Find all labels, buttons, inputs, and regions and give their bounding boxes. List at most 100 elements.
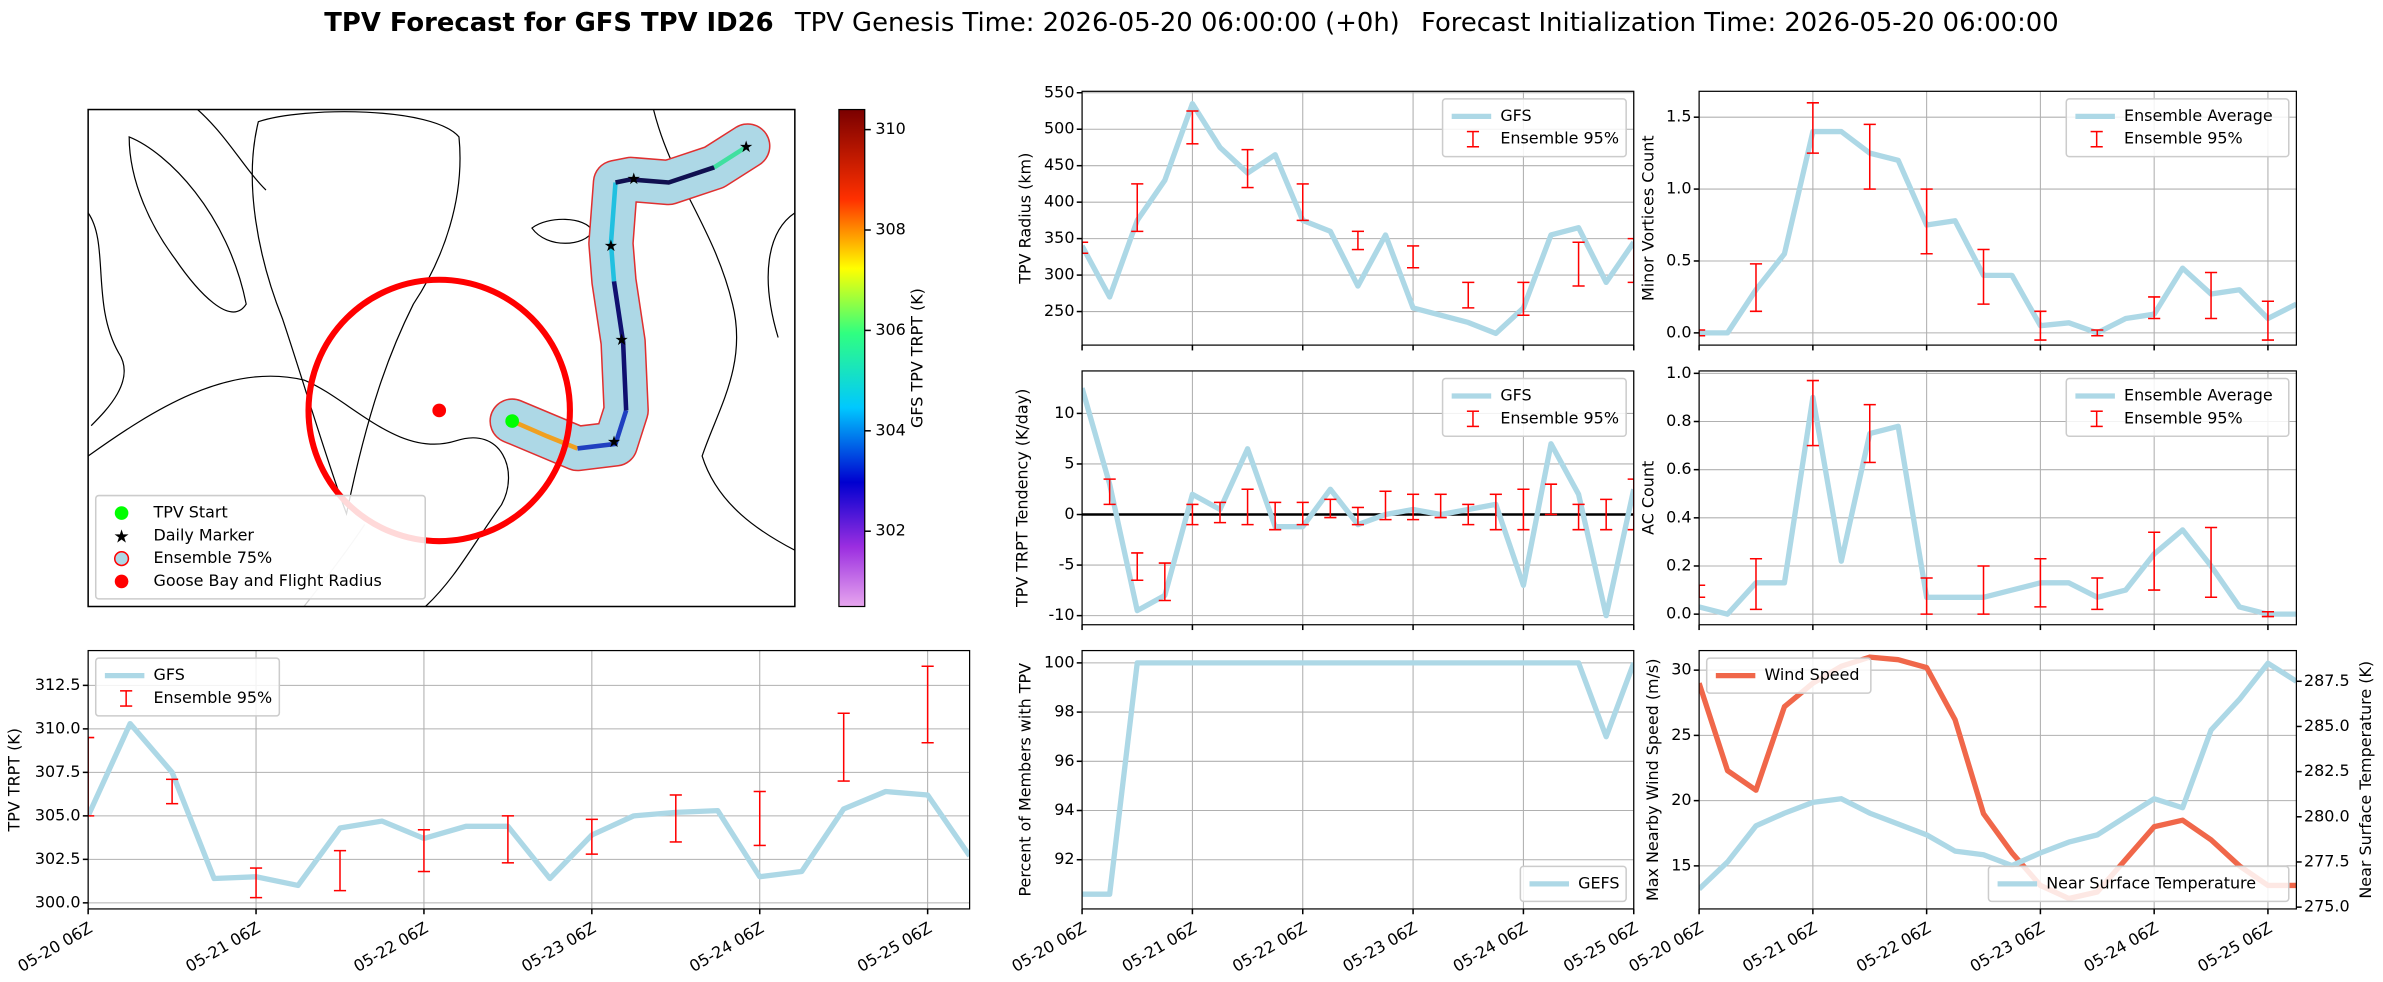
line bbox=[88, 720, 970, 889]
error-bar bbox=[1699, 329, 1706, 337]
svg-text:★: ★ bbox=[607, 432, 621, 451]
line bbox=[1699, 660, 2297, 891]
line bbox=[1699, 654, 2297, 902]
plot-area bbox=[1699, 654, 2297, 902]
error-bar bbox=[1186, 503, 1199, 526]
x-tick-label: 05-25 06Z bbox=[2194, 918, 2275, 976]
error-bar bbox=[417, 829, 431, 873]
error-bar bbox=[1572, 241, 1585, 287]
x-tick-label: 05-22 06Z bbox=[350, 918, 431, 976]
y-tick-label: 550 bbox=[1044, 82, 1074, 101]
error-bar bbox=[1749, 263, 1763, 313]
y-axis-label: TPV Radius (km) bbox=[1015, 153, 1034, 285]
error-bar bbox=[1977, 565, 1990, 615]
y-tick-label: 400 bbox=[1044, 192, 1074, 211]
svg-text:★: ★ bbox=[604, 236, 618, 255]
legend-box bbox=[1519, 865, 1627, 903]
error-bar bbox=[1131, 552, 1144, 582]
error-bar bbox=[2204, 526, 2218, 599]
error-bar bbox=[2261, 610, 2275, 618]
y-tick-label: 100 bbox=[1044, 652, 1074, 671]
y-tick-label: 0.2 bbox=[1666, 555, 1691, 574]
error-bar bbox=[669, 794, 682, 843]
y2-tick-label: 285.0 bbox=[2304, 716, 2350, 735]
y-tick-label: 0.0 bbox=[1666, 322, 1691, 341]
error-bar bbox=[1324, 498, 1337, 519]
axes-frame bbox=[1081, 370, 1635, 626]
legend-label: TPV Start bbox=[152, 503, 227, 522]
legend-label: Daily Marker bbox=[153, 525, 254, 544]
legend-box bbox=[94, 494, 426, 600]
y-tick-label: 310.0 bbox=[35, 718, 81, 737]
line bbox=[1699, 394, 2297, 617]
map-frame bbox=[87, 108, 796, 608]
error-bar bbox=[88, 736, 95, 817]
error-bar bbox=[1186, 110, 1199, 145]
y2-tick-label: 280.0 bbox=[2304, 806, 2350, 825]
error-bar bbox=[1600, 498, 1613, 531]
y-tick-label: 10 bbox=[1054, 403, 1074, 422]
colorbar-tick-label: 302 bbox=[875, 521, 905, 540]
error-bar bbox=[1806, 102, 1819, 154]
error-bar bbox=[1920, 188, 1933, 255]
error-bar bbox=[1158, 562, 1171, 602]
plot-area bbox=[1082, 101, 1634, 337]
error-bar bbox=[249, 867, 263, 899]
axes-frame bbox=[1698, 90, 2297, 346]
error-bar bbox=[1920, 577, 1933, 615]
x-tick-label: 05-22 06Z bbox=[1229, 918, 1310, 976]
error-bar bbox=[1434, 493, 1447, 519]
y2-tick-label: 277.5 bbox=[2304, 851, 2350, 870]
error-bar bbox=[1517, 281, 1530, 316]
x-tick-label: 05-21 06Z bbox=[1119, 918, 1200, 976]
x-tick-label: 05-20 06Z bbox=[14, 918, 95, 976]
plot-area bbox=[88, 665, 970, 899]
title: TPV Forecast for GFS TPV ID26 bbox=[324, 7, 773, 37]
subtitle: TPV Genesis Time: 2026-05-20 06:00:00 (+… bbox=[794, 7, 1400, 37]
legend-label: GEFS bbox=[1578, 873, 1619, 892]
error-bar bbox=[2204, 271, 2218, 320]
error-bar bbox=[2261, 300, 2275, 341]
error-bar bbox=[1627, 237, 1634, 284]
legend-box bbox=[2065, 377, 2290, 438]
error-bar bbox=[1863, 123, 1876, 190]
y-tick-label: 305.0 bbox=[35, 805, 81, 824]
y-tick-label: 307.5 bbox=[35, 762, 81, 781]
error-bar bbox=[1489, 493, 1502, 531]
error-bar bbox=[1806, 379, 1819, 447]
plot-area bbox=[1082, 660, 1634, 897]
x-tick-label: 05-20 06Z bbox=[1625, 918, 1706, 976]
line bbox=[1699, 128, 2297, 336]
y-axis-label: Max Nearby Wind Speed (m/s) bbox=[1643, 659, 1662, 901]
y-tick-label: 15 bbox=[1671, 855, 1691, 874]
y-tick-label: 250 bbox=[1044, 301, 1074, 320]
error-bar bbox=[1131, 183, 1144, 233]
y2-axis-label: Near Surface Temperature (K) bbox=[2356, 661, 2375, 899]
error-bar bbox=[1572, 503, 1585, 531]
legend-label: Goose Bay and Flight Radius bbox=[153, 571, 381, 590]
axes-frame bbox=[1698, 370, 2297, 626]
x-tick-label: 05-22 06Z bbox=[1853, 918, 1934, 976]
legend-label: Ensemble 95% bbox=[153, 688, 272, 707]
axes-frame bbox=[1081, 90, 1635, 346]
error-bar bbox=[1269, 501, 1282, 531]
error-bar bbox=[1627, 478, 1634, 531]
x-tick-label: 05-23 06Z bbox=[518, 918, 599, 976]
legend-box bbox=[2065, 98, 2290, 158]
y-tick-label: 92 bbox=[1054, 849, 1074, 868]
svg-text:★: ★ bbox=[627, 169, 641, 188]
y-tick-label: 25 bbox=[1671, 725, 1691, 744]
x-tick-label: 05-24 06Z bbox=[686, 918, 767, 976]
colorbar-tick-label: 310 bbox=[875, 119, 905, 138]
legend-box bbox=[1441, 98, 1627, 158]
y-tick-label: 1.0 bbox=[1666, 363, 1691, 382]
error-bar bbox=[1863, 403, 1876, 464]
error-bar bbox=[1462, 503, 1475, 526]
y2-tick-label: 275.0 bbox=[2304, 897, 2350, 916]
y-axis-label: AC Count bbox=[1638, 461, 1657, 535]
y-axis-label: Minor Vortices Count bbox=[1638, 135, 1657, 301]
colorbar bbox=[838, 108, 866, 608]
legend-box bbox=[1705, 657, 1872, 694]
svg-text:★: ★ bbox=[739, 137, 753, 156]
legend-label: Ensemble 95% bbox=[2124, 129, 2243, 148]
